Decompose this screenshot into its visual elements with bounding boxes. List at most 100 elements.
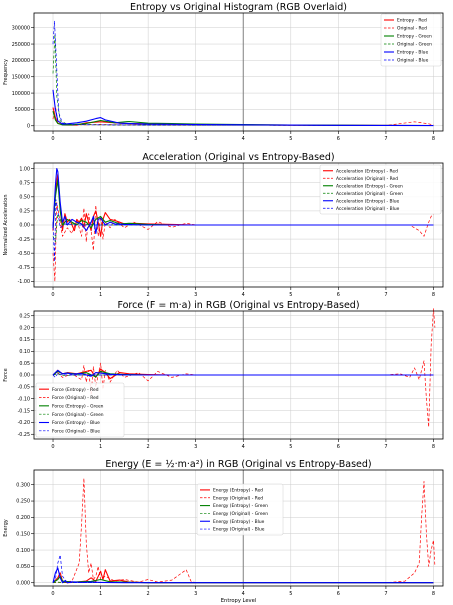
legend-box: [319, 164, 442, 215]
y-axis-label: Normalized Acceleration: [3, 194, 9, 255]
x-tick-label: 8: [432, 292, 435, 298]
x-tick-label: 1: [99, 591, 102, 597]
y-tick-label: 0.50: [19, 195, 30, 201]
chart-panel-1: 0 1 2 3 4 5 6 7 8 0 50000 100000 150000 200000 250000 3…: [3, 2, 444, 142]
legend-label: Force (Entropy) - Blue: [52, 420, 100, 426]
y-tick-label: -0.05: [18, 385, 30, 391]
legend-label: Acceleration (Entropy) - Green: [336, 183, 403, 189]
x-tick-label: 3: [194, 136, 197, 142]
legend-label: Acceleration (Entropy) - Blue: [336, 198, 400, 204]
series-line-blue-original: [52, 20, 434, 126]
legend-label: Energy (Entropy) - Blue: [213, 519, 265, 525]
legend: Acceleration (Entropy) - Red Acceleration…: [319, 164, 442, 215]
legend-label: Original - Blue: [397, 58, 429, 64]
y-tick-label: 150000: [12, 74, 30, 80]
y-tick-label: 100000: [12, 91, 30, 97]
series-line-blue-original: [52, 554, 434, 584]
legend-label: Original - Red: [397, 26, 427, 32]
legend-label: Energy (Original) - Green: [213, 511, 268, 517]
chart-panel-4: 0 1 2 3 4 5 6 7 8 0.000 0.050 0.100 0.150 0.200 0.250 0…: [3, 459, 444, 604]
chart-title: Energy (E = ½·m·a²) in RGB (Original vs …: [105, 459, 371, 470]
x-tick-label: 4: [242, 136, 245, 142]
x-tick-label: 2: [147, 444, 150, 450]
x-tick-label: 0: [51, 591, 54, 597]
legend-label: Entropy - Red: [397, 18, 427, 24]
y-tick-label: 250000: [12, 42, 30, 48]
x-tick-label: 1: [99, 136, 102, 142]
legend: Entropy - Red Original - Red Entropy - Gre…: [380, 13, 442, 67]
y-tick-label: 0.25: [19, 313, 30, 319]
x-tick-label: 0: [51, 444, 54, 450]
y-tick-label: 0.300: [16, 482, 30, 488]
legend-label: Force (Entropy) - Red: [52, 387, 99, 393]
x-tick-label: 8: [432, 591, 435, 597]
x-tick-label: 0: [51, 292, 54, 298]
x-tick-label: 5: [289, 444, 292, 450]
y-tick-label: 0: [27, 123, 30, 129]
y-tick-label: -0.15: [18, 408, 30, 414]
y-tick-label: 0.00: [19, 223, 30, 229]
legend-box: [35, 382, 125, 438]
y-tick-label: -0.25: [18, 237, 30, 243]
y-tick-label: 0.20: [19, 325, 30, 331]
legend-label: Force (Original) - Green: [52, 412, 104, 418]
legend-label: Force (Original) - Blue: [52, 428, 100, 434]
legend-label: Acceleration (Entropy) - Red: [336, 168, 398, 174]
x-tick-label: 2: [147, 591, 150, 597]
series-line-red-original: [52, 477, 436, 584]
y-tick-label: 300000: [12, 25, 30, 31]
y-tick-label: 0.200: [16, 515, 30, 521]
x-tick-label: 2: [147, 136, 150, 142]
y-tick-label: 1.00: [19, 166, 30, 172]
y-tick-label: -0.20: [18, 420, 30, 426]
y-axis-label: Energy: [3, 519, 9, 537]
series-line-blue-original: [52, 372, 434, 378]
x-axis-label: Entropy Level: [221, 598, 257, 604]
x-tick-label: 2: [147, 292, 150, 298]
legend-label: Energy (Original) - Red: [213, 495, 263, 501]
x-tick-label: 3: [194, 444, 197, 450]
y-axis-label: Frequency: [3, 59, 9, 85]
x-tick-label: 8: [432, 136, 435, 142]
y-tick-label: 0.250: [16, 499, 30, 505]
x-tick-label: 7: [384, 444, 387, 450]
x-tick-label: 3: [194, 591, 197, 597]
plot-frame: [33, 12, 444, 132]
series-line-blue-original: [52, 199, 434, 262]
y-tick-label: 0.000: [16, 580, 30, 586]
legend-label: Force (Entropy) - Green: [52, 403, 104, 409]
legend-label: Acceleration (Original) - Green: [336, 191, 403, 197]
chart-panel-2: 0 1 2 3 4 5 6 7 8 -1.00 -0.75 -0.50 -0.25 0.00 0.25 0.5…: [3, 152, 444, 298]
x-tick-label: 4: [242, 292, 245, 298]
x-tick-label: 3: [194, 292, 197, 298]
y-tick-label: 0.25: [19, 209, 30, 215]
x-tick-label: 5: [289, 136, 292, 142]
y-tick-label: -1.00: [18, 279, 30, 285]
series-line-red-original: [52, 308, 436, 428]
y-tick-label: 0.10: [19, 349, 30, 355]
x-tick-label: 6: [337, 444, 340, 450]
legend-label: Energy (Entropy) - Red: [213, 488, 263, 494]
y-tick-label: 0.05: [19, 361, 30, 367]
y-tick-label: -0.10: [18, 396, 30, 402]
x-tick-label: 7: [384, 136, 387, 142]
x-tick-label: 1: [99, 292, 102, 298]
legend-box: [380, 13, 442, 67]
legend-label: Entropy - Green: [397, 34, 432, 40]
x-tick-label: 0: [51, 136, 54, 142]
x-tick-label: 1: [99, 444, 102, 450]
y-tick-label: 0.75: [19, 180, 30, 186]
x-tick-label: 6: [337, 136, 340, 142]
chart-panel-3: 0 1 2 3 4 5 6 7 8 -0.25 -0.20 -0.15 -0.10 -0.05 0.00 0.…: [3, 300, 444, 450]
legend: Force (Entropy) - Red Force (Original) - …: [35, 382, 125, 438]
plot-frame: [33, 469, 444, 587]
y-tick-label: 200000: [12, 58, 30, 64]
y-tick-label: 0.00: [19, 373, 30, 379]
legend-label: Energy (Entropy) - Green: [213, 503, 268, 509]
y-axis-label: Force: [3, 368, 9, 382]
y-tick-label: 50000: [15, 107, 30, 113]
legend-label: Acceleration (Original) - Red: [336, 176, 398, 182]
legend-label: Entropy - Blue: [397, 50, 428, 56]
